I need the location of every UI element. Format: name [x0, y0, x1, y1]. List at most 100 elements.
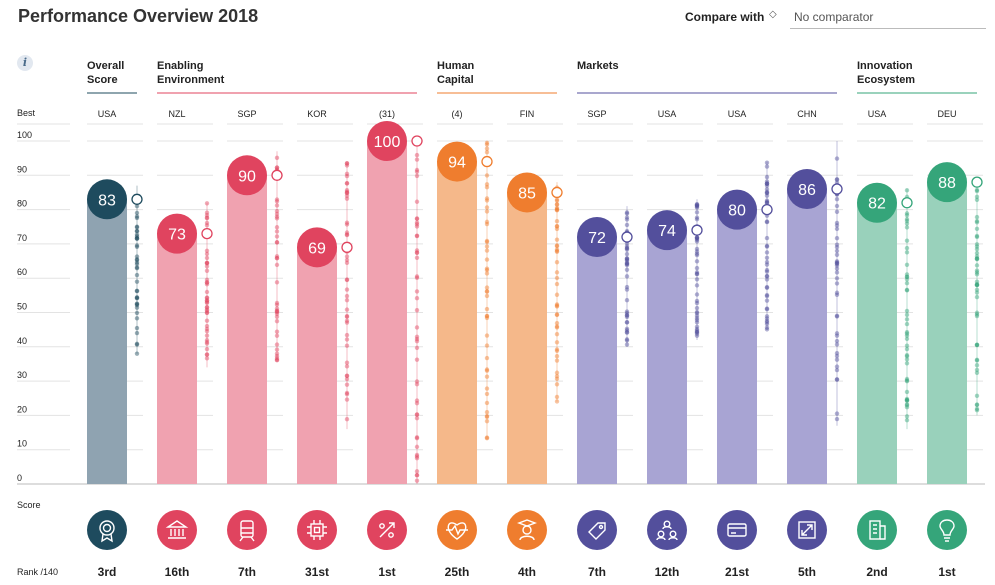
distribution-dot — [834, 252, 840, 258]
chevron-updown-icon[interactable]: ◇ — [769, 9, 777, 20]
score-bar — [227, 175, 267, 485]
distribution-dot — [974, 256, 980, 262]
distribution-dot — [624, 251, 630, 257]
distribution-dot — [624, 313, 630, 318]
distribution-dot — [694, 330, 700, 335]
best-country-label: SGP — [237, 109, 256, 119]
distribution-dot — [414, 274, 420, 279]
score-bubble — [507, 172, 547, 213]
distribution-dot — [204, 298, 210, 303]
score-bubble — [717, 189, 757, 230]
distribution-dot — [274, 333, 280, 338]
distribution-dot — [974, 268, 980, 273]
distribution-dot — [134, 236, 140, 241]
distribution-dot — [204, 326, 210, 332]
distribution-dot — [484, 409, 490, 415]
distribution-dot — [904, 336, 910, 342]
icon-glyph — [656, 526, 678, 541]
distribution-dot — [414, 167, 420, 173]
distribution-dot — [624, 314, 630, 320]
group-label: Human Capital — [437, 60, 475, 86]
distribution-dot — [344, 373, 350, 378]
distribution-dot — [484, 391, 490, 397]
building-icon — [857, 510, 897, 550]
distribution-dot — [204, 220, 210, 226]
distribution-dot — [624, 222, 630, 228]
distribution-dot — [414, 382, 420, 387]
distribution-dot — [204, 289, 210, 295]
distribution-dot — [344, 314, 350, 320]
best-country-label: KOR — [307, 109, 327, 119]
distribution-dot — [554, 354, 560, 359]
distribution-dot — [204, 251, 210, 257]
distribution-dot — [344, 332, 350, 338]
score-marker — [341, 241, 353, 253]
distribution-dot — [904, 281, 910, 286]
distribution-dot — [624, 284, 630, 290]
distribution-dot — [344, 232, 350, 238]
distribution-dot — [204, 346, 210, 352]
distribution-dot — [834, 263, 840, 268]
distribution-dot — [344, 173, 350, 179]
distribution-dot — [414, 452, 420, 458]
distribution-dot — [834, 377, 840, 382]
distribution-dot — [904, 354, 910, 359]
distribution-dot — [134, 288, 140, 293]
distribution-dot — [484, 435, 490, 441]
distribution-dot — [974, 226, 980, 232]
distribution-dot — [414, 379, 420, 384]
distribution-dot — [764, 160, 770, 165]
distribution-dot — [414, 199, 420, 204]
score-value: 88 — [938, 175, 956, 192]
distribution-dot — [624, 319, 630, 325]
distribution-dot — [694, 205, 700, 210]
distribution-dot — [204, 223, 210, 228]
distribution-dot — [554, 340, 560, 345]
distribution-dot — [624, 330, 630, 335]
distribution-dot — [274, 203, 280, 208]
distribution-dot — [414, 400, 420, 406]
icon-glyph — [307, 520, 327, 540]
distribution-dot — [974, 272, 980, 277]
distribution-dot — [274, 214, 280, 219]
y-tick-label: 100 — [17, 130, 32, 140]
distribution-dot — [414, 216, 420, 222]
distribution-dot — [624, 261, 630, 267]
distribution-dot — [974, 256, 980, 261]
rank-value: 7th — [238, 565, 256, 579]
distribution-dot — [764, 298, 770, 303]
y-tick-label: 70 — [17, 233, 27, 243]
icon-glyph — [446, 524, 468, 536]
distribution-dot — [274, 234, 280, 239]
distribution-dot — [414, 412, 420, 417]
info-icon[interactable]: i — [17, 55, 33, 71]
score-marker — [551, 186, 563, 199]
distribution-dot — [344, 390, 350, 396]
distribution-dot — [764, 181, 770, 186]
distribution-dot — [764, 164, 770, 169]
distribution-dot — [484, 184, 490, 190]
distribution-dot — [134, 301, 140, 306]
distribution-dot — [904, 250, 910, 255]
distribution-dot — [134, 234, 140, 239]
distribution-dot — [414, 435, 420, 441]
comparator-select[interactable]: No comparator — [790, 5, 986, 29]
icon-glyph — [379, 523, 385, 529]
rank-value: 16th — [165, 565, 190, 579]
distribution-dot — [694, 317, 700, 323]
distribution-dot — [274, 280, 280, 285]
distribution-dot — [484, 257, 490, 262]
distribution-dot — [204, 295, 210, 301]
distribution-dot — [904, 312, 910, 318]
distribution-dot — [974, 242, 980, 247]
distribution-dot — [274, 165, 280, 170]
distribution-dot — [414, 224, 420, 229]
distribution-dot — [834, 276, 840, 281]
distribution-dot — [484, 146, 490, 151]
distribution-dot — [904, 211, 910, 216]
distribution-dot — [624, 338, 630, 343]
distribution-dot — [624, 312, 630, 318]
distribution-dot — [274, 225, 280, 230]
distribution-dot — [274, 329, 280, 334]
distribution-dot — [974, 244, 980, 249]
